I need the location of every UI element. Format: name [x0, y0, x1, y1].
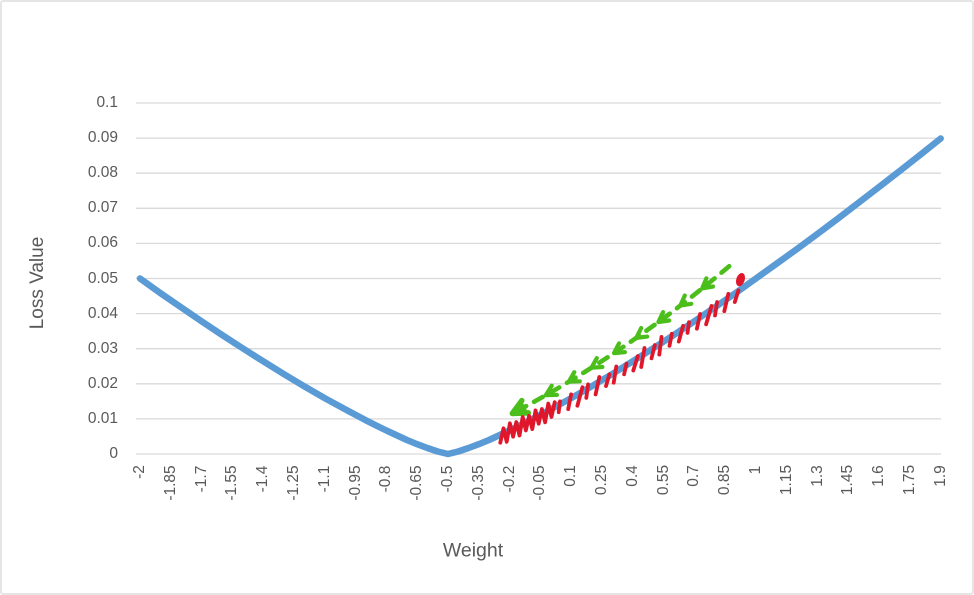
y-tick-label: 0.02: [87, 374, 118, 392]
end-point-dot: [735, 273, 746, 287]
y-tick-label: 0.09: [87, 129, 118, 147]
descent-step-mark: [649, 343, 657, 361]
x-tick-label: 0.1: [562, 465, 580, 487]
descent-step-mark: [611, 364, 619, 385]
descent-step-mark: [722, 291, 731, 314]
arrow-chevron: [678, 293, 694, 308]
x-tick-label: -1.7: [192, 465, 210, 492]
x-tick-label: 0.4: [623, 465, 641, 487]
y-tick-label: 0.07: [87, 199, 118, 217]
x-tick-label: -0.5: [439, 465, 456, 492]
descent-step-mark: [593, 375, 602, 397]
x-tick-label: 1.15: [777, 464, 795, 496]
x-tick-label: 1.6: [870, 465, 888, 487]
descent-step-mark: [667, 331, 674, 348]
x-tick-label: 1.9: [931, 465, 949, 487]
arrow-chevron: [611, 341, 627, 356]
x-tick-label: 1.3: [808, 465, 826, 487]
x-tick-label: -2: [131, 465, 148, 479]
descent-step-mark: [639, 346, 647, 369]
descent-step-mark: [676, 323, 685, 344]
arrow-chevron: [700, 276, 716, 291]
descent-step-mark: [713, 300, 719, 318]
descent-step-mark: [704, 303, 714, 327]
descent-step-mark: [584, 382, 590, 400]
y-tick-label: 0: [109, 445, 118, 462]
descent-step-mark: [685, 320, 691, 335]
descent-step-mark: [556, 399, 562, 415]
x-tick-label: -0.05: [531, 464, 549, 501]
descent-step-mark: [657, 334, 664, 357]
y-tick-label: 0.04: [87, 304, 118, 322]
x-tick-label: -0.2: [500, 465, 518, 492]
x-tick-label: -0.65: [408, 464, 426, 501]
x-tick-label: 0.7: [685, 465, 703, 487]
y-tick-label: 0.08: [87, 164, 118, 182]
y-tick-label: 0.1: [96, 94, 118, 111]
descent-step-mark: [575, 385, 585, 408]
descent-step-mark: [566, 392, 573, 412]
x-tick-label: 1.75: [900, 464, 918, 496]
arrowhead-icon: [509, 397, 532, 417]
x-tick-label: -0.35: [469, 464, 487, 501]
x-tick-label: -1.1: [315, 465, 333, 492]
x-tick-label: -0.95: [346, 464, 364, 501]
arrow-chevron: [589, 356, 605, 370]
y-tick-label: 0.01: [87, 409, 118, 427]
arrow-chevron: [543, 383, 559, 398]
descent-scribble: [498, 400, 557, 445]
descent-step-mark: [695, 312, 702, 331]
x-tick-label: -1.85: [161, 464, 179, 501]
y-tick-label: 0.03: [87, 339, 118, 357]
x-tick-label: 0.25: [592, 464, 610, 496]
x-tick-label: 0.85: [716, 464, 734, 496]
descent-step-mark: [732, 288, 741, 305]
x-tick-label: -1.4: [254, 465, 272, 492]
loss-curve: [136, 135, 944, 458]
x-tick-label: -1.55: [223, 464, 241, 501]
x-axis-title: Weight: [442, 539, 504, 562]
arrow-chevron: [656, 310, 672, 325]
x-tick-label: -1.25: [285, 464, 302, 501]
arrow-chevron: [634, 325, 650, 340]
x-tick-label: 0.55: [654, 464, 672, 496]
descent-step-mark: [631, 354, 640, 373]
x-tick-label: 1.45: [839, 464, 857, 496]
x-tick-label: 1: [746, 465, 764, 474]
y-tick-label: 0.05: [87, 269, 118, 287]
y-axis-title: Loss Value: [27, 236, 48, 330]
arrow-chevron: [566, 370, 582, 384]
x-tick-label: -0.8: [377, 465, 395, 492]
gradient-arrow-dashed-path: [514, 263, 732, 414]
descent-step-mark: [604, 372, 612, 389]
descent-step-mark: [622, 361, 629, 377]
y-tick-label: 0.06: [87, 234, 118, 252]
